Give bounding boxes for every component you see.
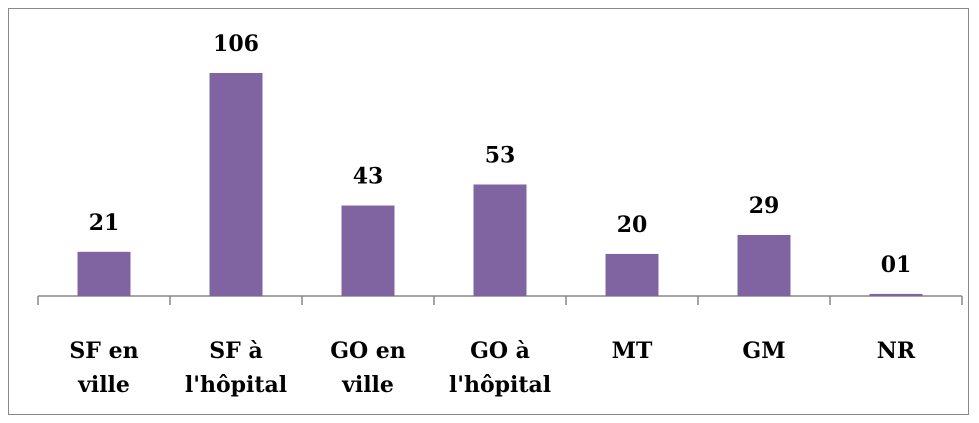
bar	[605, 253, 659, 296]
bar	[341, 205, 395, 296]
x-tick-label: SF à l'hôpital	[184, 338, 288, 398]
data-label: 29	[749, 193, 780, 219]
data-label: 20	[617, 212, 648, 238]
bar	[869, 293, 923, 296]
x-tick-label: GO à l'hôpital	[448, 338, 552, 398]
data-label: 21	[89, 210, 120, 236]
bar	[473, 184, 527, 296]
data-label: 01	[881, 252, 912, 278]
x-tick-label: SF en ville	[69, 338, 139, 398]
bar	[209, 72, 263, 296]
data-label: 53	[485, 142, 516, 168]
x-tick-label: MT	[611, 338, 653, 364]
x-tick-label: GO en ville	[330, 338, 406, 398]
x-tick-label: NR	[876, 338, 916, 364]
data-label: 43	[353, 164, 384, 190]
data-label: 106	[213, 31, 259, 57]
bar	[737, 234, 791, 296]
x-tick-label: GM	[742, 338, 786, 364]
bar	[77, 251, 131, 296]
